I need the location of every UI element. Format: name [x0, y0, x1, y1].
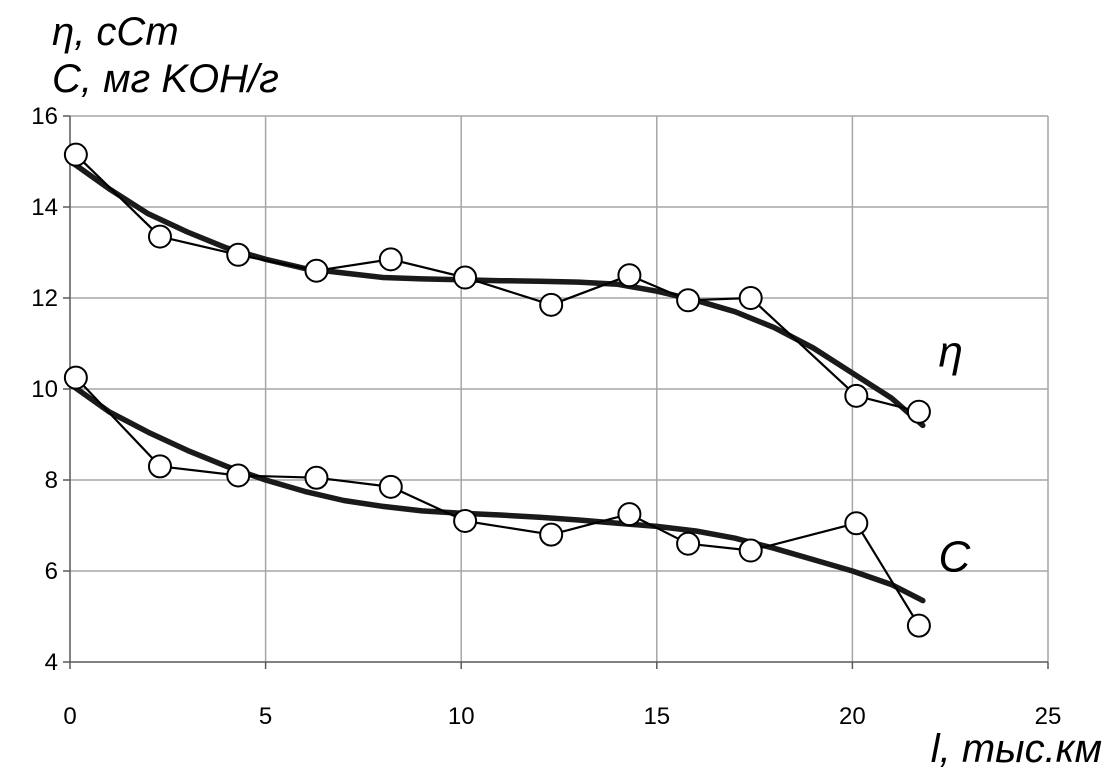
y-tick-label-14: 14: [31, 194, 58, 221]
trend-line-0: [71, 161, 926, 429]
data-point-1-9: [738, 538, 763, 563]
x-tick-label-20: 20: [839, 703, 866, 730]
data-point-0-5: [453, 265, 478, 290]
x-tick-label-10: 10: [448, 703, 475, 730]
data-point-0-10: [844, 383, 869, 408]
y-axis-label-line-2: C, мг KOH/г: [52, 57, 279, 101]
data-point-1-6: [539, 522, 564, 547]
trend-line-1: [71, 383, 926, 604]
y-tick-labels: 4 6 8 10 12 14 16: [31, 103, 58, 676]
series-label-0: η: [938, 328, 962, 377]
y-tick-label-12: 12: [31, 285, 58, 312]
data-point-1-10: [844, 511, 869, 536]
data-point-1-8: [676, 531, 701, 556]
data-point-0-9: [738, 286, 763, 310]
x-tick-label-5: 5: [259, 703, 272, 730]
axes: [63, 115, 1049, 669]
x-tick-label-0: 0: [63, 703, 76, 730]
data-line-1: [75, 376, 920, 627]
y-tick-label-8: 8: [45, 467, 58, 494]
y-tick-label-10: 10: [31, 376, 58, 403]
grid: [70, 115, 1049, 662]
x-tick-label-15: 15: [643, 703, 670, 730]
x-tick-labels: 0 5 10 15 20 25: [63, 703, 1061, 730]
data-point-0-0: [63, 142, 88, 167]
data-point-0-4: [378, 247, 403, 272]
series-eta: η: [63, 142, 963, 429]
data-point-0-2: [226, 242, 251, 267]
data-point-0-8: [676, 288, 701, 313]
y-tick-label-6: 6: [45, 558, 58, 585]
x-tick-label-25: 25: [1035, 703, 1062, 730]
data-point-1-1: [147, 454, 172, 479]
series-group: ηC: [63, 142, 971, 638]
y-axis-label-line-1: η, cCm: [52, 10, 179, 54]
series-c: C: [63, 365, 971, 638]
data-line-0: [75, 153, 920, 413]
data-point-0-7: [617, 263, 642, 288]
data-point-1-11: [906, 613, 931, 638]
data-point-1-7: [617, 502, 642, 527]
data-point-0-11: [906, 399, 931, 424]
data-point-0-1: [147, 224, 172, 249]
data-point-1-3: [304, 465, 329, 490]
data-point-0-3: [304, 258, 329, 283]
y-tick-label-4: 4: [45, 649, 58, 676]
y-tick-label-16: 16: [31, 103, 58, 130]
data-point-1-4: [378, 474, 403, 499]
data-point-1-2: [226, 463, 251, 488]
data-point-0-6: [539, 292, 564, 317]
series-label-1: C: [938, 532, 971, 581]
x-axis-label: l, тыс.км: [931, 727, 1102, 771]
data-point-1-5: [453, 508, 478, 533]
data-point-1-0: [63, 365, 88, 390]
